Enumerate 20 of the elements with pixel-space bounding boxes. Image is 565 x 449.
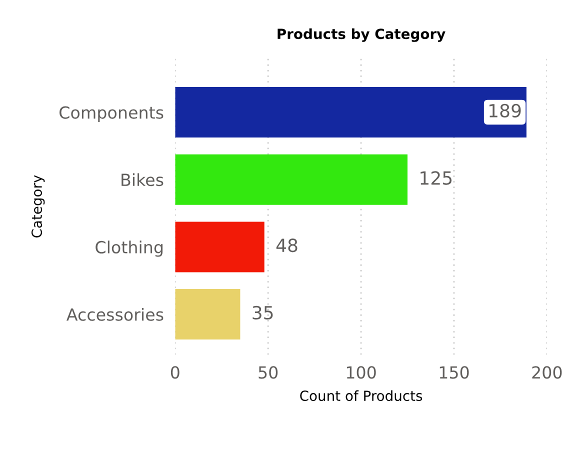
bar [175, 289, 240, 340]
y-tick-label: Components [60, 106, 164, 122]
bar [175, 222, 264, 272]
data-label: 35 [252, 306, 273, 320]
y-axis-title: Category [32, 175, 45, 238]
x-tick-label: 0 [170, 366, 180, 379]
x-tick-label: 50 [258, 366, 278, 379]
x-tick-label: 200 [532, 366, 562, 379]
data-label: 189 [490, 104, 521, 118]
x-tick-label: 100 [346, 366, 376, 379]
data-label: 48 [276, 238, 298, 252]
y-tick-label: Accessories [66, 308, 164, 321]
y-tick-label: Clothing [96, 240, 163, 257]
chart-title: Products by Category [278, 28, 446, 42]
y-tick-label: Bikes [122, 173, 164, 186]
data-label: 125 [420, 171, 452, 185]
x-tick-label: 150 [440, 366, 469, 379]
x-axis-title: Count of Products [300, 390, 422, 402]
bar [175, 86, 526, 138]
bar [175, 154, 408, 205]
